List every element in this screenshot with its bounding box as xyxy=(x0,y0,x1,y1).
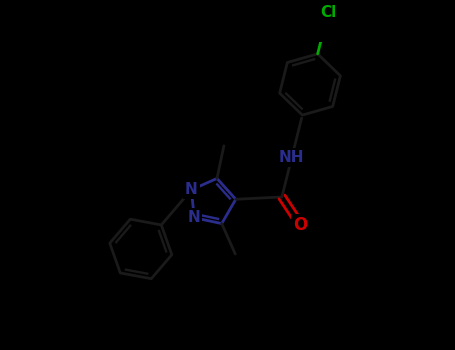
Text: N: N xyxy=(185,182,198,197)
Text: N: N xyxy=(188,210,201,225)
Text: NH: NH xyxy=(279,150,304,165)
Text: Cl: Cl xyxy=(320,5,336,20)
Text: O: O xyxy=(293,216,308,234)
